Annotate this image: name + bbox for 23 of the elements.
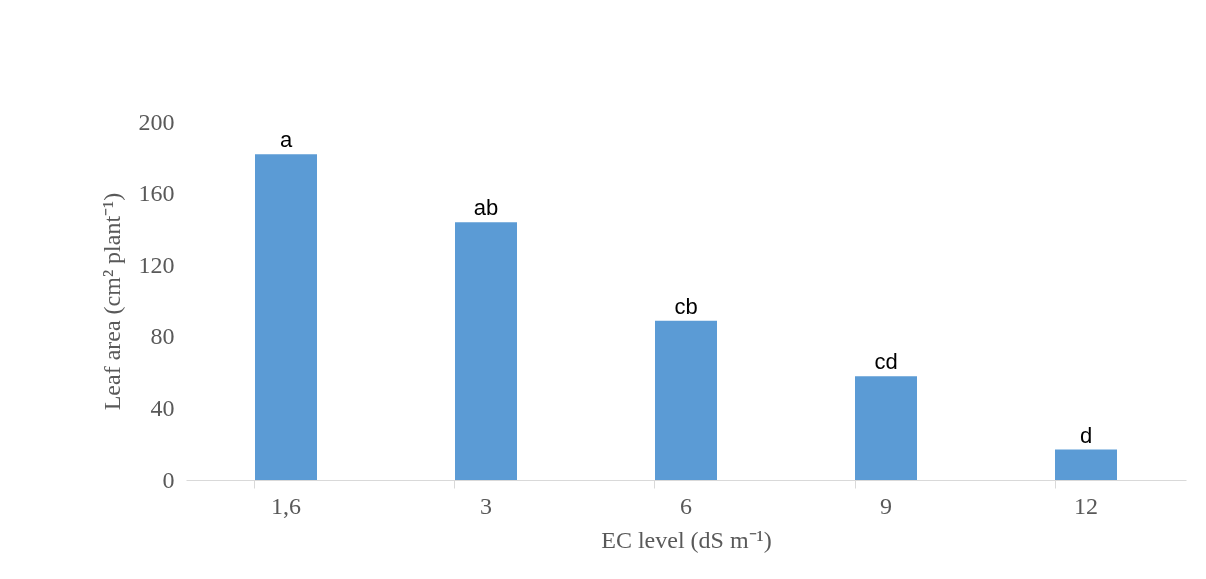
bar: [255, 154, 317, 480]
y-tick-label: 200: [138, 108, 175, 135]
x-tick-label: 12: [1074, 492, 1098, 519]
y-tick-label: 40: [150, 394, 175, 421]
x-axis-title: EC level (dS m⁻¹): [601, 526, 772, 553]
x-tick-label: 1,6: [271, 492, 301, 519]
x-tick-label: 3: [480, 492, 492, 519]
y-tick-label: 120: [138, 251, 175, 278]
annotation: ab: [473, 195, 499, 221]
bar: [655, 320, 717, 480]
annotation: d: [1079, 422, 1093, 448]
bar: [455, 222, 517, 480]
x-tick-label: 9: [880, 492, 892, 519]
y-tick-label: 0: [162, 466, 175, 493]
annotation: cb: [674, 293, 698, 319]
annotation: a: [279, 127, 293, 153]
bar: [855, 376, 917, 480]
y-tick-label: 80: [150, 323, 175, 350]
annotation: cd: [874, 349, 898, 375]
x-tick-label: 6: [680, 492, 692, 519]
y-axis-title: Leaf area (cm² plant⁻¹): [98, 192, 125, 411]
y-tick-label: 160: [138, 180, 175, 207]
bar: [1055, 449, 1117, 480]
